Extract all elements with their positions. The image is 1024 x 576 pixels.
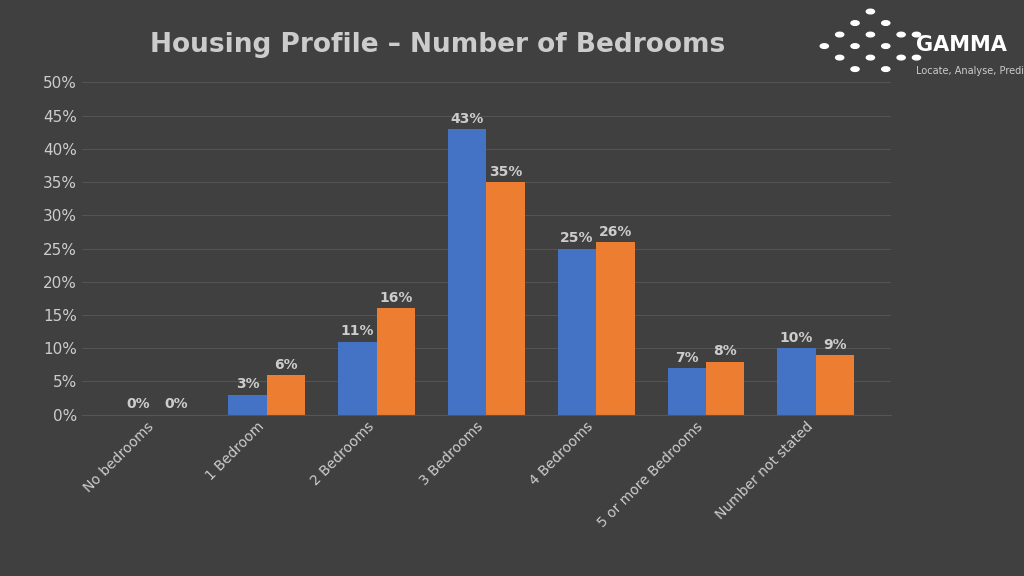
Text: 8%: 8%	[714, 344, 737, 358]
Text: 35%: 35%	[488, 165, 522, 179]
Bar	[338, 342, 377, 415]
Title: Housing Profile – Number of Bedrooms: Housing Profile – Number of Bedrooms	[151, 32, 725, 58]
Bar	[816, 355, 854, 415]
Bar	[596, 242, 635, 415]
Text: 16%: 16%	[379, 291, 413, 305]
Text: GAMMA: GAMMA	[916, 35, 1008, 55]
Bar	[558, 249, 596, 415]
Text: 43%: 43%	[451, 112, 484, 126]
Text: 10%: 10%	[780, 331, 813, 345]
Text: 25%: 25%	[560, 231, 594, 245]
Text: 3%: 3%	[236, 377, 259, 392]
Text: 0%: 0%	[126, 397, 150, 411]
Bar	[777, 348, 816, 415]
Text: 6%: 6%	[274, 358, 298, 372]
Text: 0%: 0%	[165, 397, 188, 411]
Bar	[228, 395, 267, 415]
Bar	[377, 308, 415, 415]
Text: 7%: 7%	[675, 351, 698, 365]
Bar	[668, 368, 706, 415]
Bar	[706, 362, 744, 415]
Text: Locate, Analyse, Predict: Locate, Analyse, Predict	[916, 66, 1024, 76]
Bar	[447, 129, 486, 415]
Bar	[486, 182, 525, 415]
Text: 9%: 9%	[823, 338, 847, 351]
Text: 11%: 11%	[341, 324, 374, 338]
Bar	[267, 375, 305, 415]
Text: 26%: 26%	[599, 225, 632, 238]
